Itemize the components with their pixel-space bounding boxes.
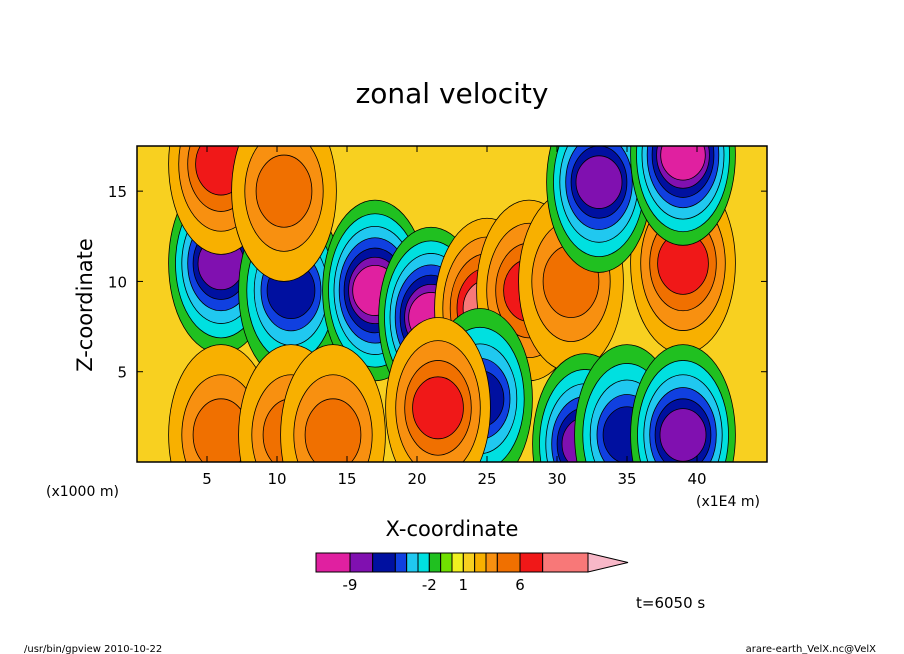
footer-right: arare-earth_VelX.nc@VelX	[746, 644, 877, 654]
y-unit-label: (x1000 m)	[46, 484, 119, 500]
colorbar-bin	[474, 552, 487, 573]
time-label: t=6050 s	[636, 594, 705, 612]
y-tick-label: 15	[108, 183, 127, 201]
x-tick-label: 35	[617, 470, 636, 488]
x-axis-label: X-coordinate	[386, 517, 519, 541]
colorbar-tick-label: 1	[459, 576, 469, 594]
x-tick-label: 40	[687, 470, 706, 488]
contour-level	[660, 146, 706, 181]
contour-feature	[630, 146, 736, 246]
colorbar-bin	[519, 552, 544, 573]
x-axis: 5 10 15 20 25 30 35 40	[202, 146, 707, 488]
contour-level	[304, 398, 362, 462]
contour-level	[412, 376, 464, 440]
colorbar-bin	[451, 552, 464, 573]
colorbar-bin	[417, 552, 430, 573]
colorbar-bin	[440, 552, 453, 573]
colorbar-tick-label: -9	[343, 576, 358, 594]
colorbar-bin	[496, 552, 521, 573]
plot-area	[137, 146, 767, 462]
y-tick-label: 5	[117, 364, 127, 382]
contour-level	[255, 154, 313, 228]
colorbar: -9 -2 1 6	[315, 552, 629, 594]
contour-feature	[630, 344, 736, 462]
colorbar-bin	[542, 552, 589, 573]
contour-level	[659, 408, 707, 462]
x-tick-label: 30	[547, 470, 566, 488]
x-tick-label: 15	[337, 470, 356, 488]
x-tick-label: 5	[202, 470, 212, 488]
x-tick-label: 10	[267, 470, 286, 488]
colorbar-bin	[315, 552, 351, 573]
y-tick-label: 10	[108, 273, 127, 291]
x-tick-label: 20	[407, 470, 426, 488]
chart-title: zonal velocity	[356, 77, 549, 110]
colorbar-bin	[372, 552, 396, 573]
colorbar-tick-label: 6	[515, 576, 525, 594]
contour-feature	[280, 344, 386, 462]
colorbar-bin	[428, 552, 442, 573]
plot-frame	[136, 145, 768, 463]
footer-left: /usr/bin/gpview 2010-10-22	[24, 644, 162, 654]
colorbar-bin	[485, 552, 498, 573]
x-tick-label: 25	[477, 470, 496, 488]
y-axis: 5 10 15	[108, 183, 767, 382]
colorbar-tick-label: -2	[422, 576, 437, 594]
colorbar-bin	[349, 552, 374, 573]
x-unit-label: (x1E4 m)	[696, 494, 760, 510]
colorbar-arrow	[587, 552, 629, 573]
contour-level	[575, 155, 623, 209]
contour-feature	[231, 146, 337, 282]
contour-feature	[385, 317, 491, 462]
y-axis-label: Z-coordinate	[73, 238, 97, 372]
colorbar-bin	[394, 552, 408, 573]
contour-feature	[546, 146, 652, 273]
colorbar-bin	[406, 552, 419, 573]
colorbar-bin	[462, 552, 476, 573]
